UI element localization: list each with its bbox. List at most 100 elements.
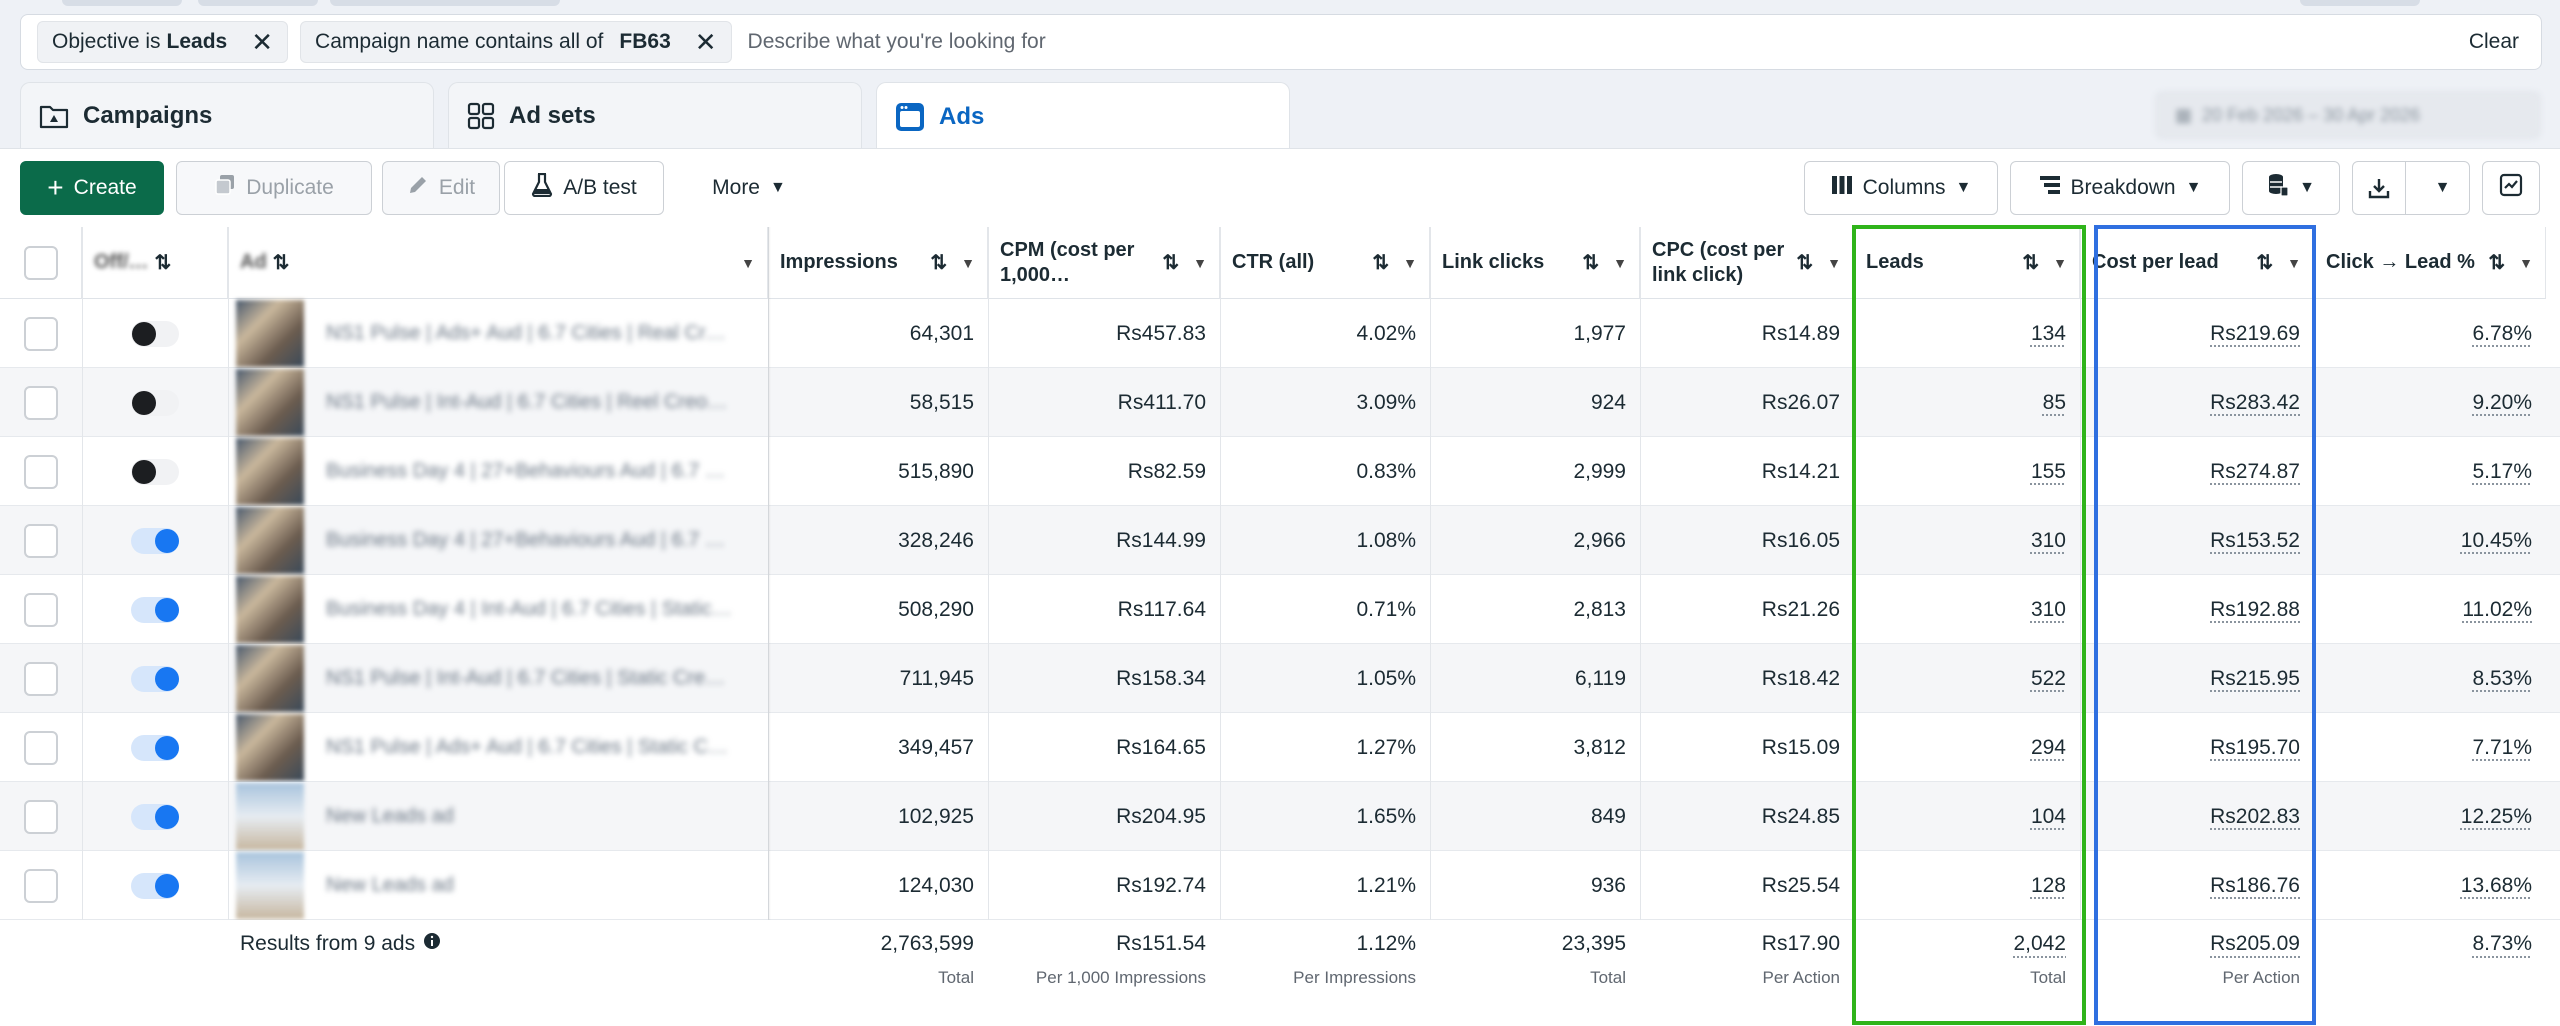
metric-value[interactable]: 11.02% <box>2462 597 2532 621</box>
cell-leads[interactable]: 294 <box>1854 713 2080 782</box>
cell-leads[interactable]: 134 <box>1854 299 2080 368</box>
close-icon[interactable]: ✕ <box>694 27 717 57</box>
metric-value[interactable]: 294 <box>2030 735 2066 759</box>
ad-name[interactable]: New Leads ad <box>326 874 454 896</box>
date-range-picker[interactable]: ▦ 20 Feb 2026 – 30 Apr 2026 <box>2156 92 2540 138</box>
metric-value[interactable]: Rs283.42 <box>2210 390 2300 414</box>
table-row[interactable]: New Leads ad 102,925 Rs204.95 1.65% 849 Rs24.… <box>0 782 2560 851</box>
metric-value[interactable]: 10.45% <box>2460 528 2532 552</box>
column-header-cpl[interactable]: Cost per lead ⇅ ▼ <box>2080 227 2314 299</box>
cell-off-on[interactable] <box>82 506 228 575</box>
metric-value[interactable]: Rs195.70 <box>2210 735 2300 759</box>
cell-leads[interactable]: 522 <box>1854 644 2080 713</box>
metric-value[interactable]: 9.20% <box>2472 390 2532 414</box>
ad-name[interactable]: Business Day 4 | 27+Behaviours Aud | 6.7… <box>326 529 725 551</box>
caret-down-icon[interactable]: ▼ <box>2434 179 2451 196</box>
sort-icon[interactable]: ⇅ <box>1162 252 1180 274</box>
cell-off-on[interactable] <box>82 782 228 851</box>
cell-click-lead[interactable]: 10.45% <box>2314 506 2546 575</box>
cell-off-on[interactable] <box>82 368 228 437</box>
on-off-toggle[interactable] <box>131 320 179 347</box>
metric-value[interactable]: 85 <box>2042 390 2066 414</box>
ad-name[interactable]: Business Day 4 | Int-Aud | 6.7 Cities | … <box>326 598 732 620</box>
ad-name[interactable]: NS1 Pulse | Int-Aud | 6.7 Cities | Reel … <box>326 391 728 413</box>
tab-campaigns[interactable]: Campaigns <box>20 82 434 148</box>
create-button[interactable]: + Create <box>20 161 164 215</box>
row-checkbox[interactable] <box>24 454 58 489</box>
cell-click-lead[interactable]: 8.53% <box>2314 644 2546 713</box>
reports-button[interactable]: ▼ <box>2242 161 2340 215</box>
column-header-click-lead[interactable]: Click → Lead % ⇅ ▼ <box>2314 227 2546 299</box>
cell-click-lead[interactable]: 11.02% <box>2314 575 2546 644</box>
ad-thumbnail[interactable] <box>236 576 304 643</box>
cell-cpl[interactable]: Rs215.95 <box>2080 644 2314 713</box>
on-off-toggle[interactable] <box>131 872 179 899</box>
metric-value[interactable]: Rs202.83 <box>2210 804 2300 828</box>
metric-value[interactable]: 7.71% <box>2472 735 2532 759</box>
table-row[interactable]: Business Day 4 | Int-Aud | 6.7 Cities | … <box>0 575 2560 644</box>
cell-cb[interactable] <box>0 713 82 782</box>
caret-down-icon[interactable]: ▼ <box>961 254 975 271</box>
table-row[interactable]: NS1 Pulse | Int-Aud | 6.7 Cities | Stati… <box>0 644 2560 713</box>
column-header-link-clicks[interactable]: Link clicks ⇅ ▼ <box>1430 227 1640 299</box>
metric-value[interactable]: 134 <box>2030 321 2066 345</box>
ad-thumbnail[interactable] <box>236 645 304 712</box>
cell-cpl[interactable]: Rs153.52 <box>2080 506 2314 575</box>
select-all-checkbox[interactable] <box>23 245 58 280</box>
ad-name[interactable]: NS1 Pulse | Ads+ Aud | 6.7 Cities | Real… <box>326 322 726 344</box>
column-header-off-on[interactable]: Off/… ⇅ <box>82 227 228 299</box>
cell-cpl[interactable]: Rs192.88 <box>2080 575 2314 644</box>
caret-down-icon[interactable]: ▼ <box>1827 254 1841 271</box>
metric-value[interactable]: 522 <box>2030 666 2066 690</box>
cell-cpl[interactable]: Rs202.83 <box>2080 782 2314 851</box>
table-row[interactable]: Business Day 4 | 27+Behaviours Aud | 6.7… <box>0 437 2560 506</box>
ad-thumbnail[interactable] <box>236 714 304 781</box>
tab-ad-sets[interactable]: Ad sets <box>448 82 862 148</box>
sort-icon[interactable]: ⇅ <box>2022 252 2040 274</box>
cell-leads[interactable]: 85 <box>1854 368 2080 437</box>
cell-cpl[interactable]: Rs274.87 <box>2080 437 2314 506</box>
metric-value[interactable]: 128 <box>2030 873 2066 897</box>
cell-leads[interactable]: 310 <box>1854 575 2080 644</box>
cell-cb[interactable] <box>0 506 82 575</box>
caret-down-icon[interactable]: ▼ <box>741 254 755 271</box>
cell-ad[interactable]: NS1 Pulse | Ads+ Aud | 6.7 Cities | Real… <box>228 299 768 368</box>
metric-value[interactable]: 12.25% <box>2460 804 2532 828</box>
metric-value[interactable]: Rs215.95 <box>2210 666 2300 690</box>
on-off-toggle[interactable] <box>131 803 179 830</box>
caret-down-icon[interactable]: ▼ <box>1193 254 1207 271</box>
cell-ad[interactable]: New Leads ad <box>228 851 768 920</box>
sort-icon[interactable]: ⇅ <box>1796 252 1814 274</box>
sort-icon[interactable]: ⇅ <box>154 252 172 274</box>
ad-thumbnail[interactable] <box>236 852 304 919</box>
metric-value[interactable]: Rs153.52 <box>2210 528 2300 552</box>
cell-leads[interactable]: 310 <box>1854 506 2080 575</box>
cell-cb[interactable] <box>0 368 82 437</box>
cell-cpl[interactable]: Rs186.76 <box>2080 851 2314 920</box>
cell-ad[interactable]: Business Day 4 | Int-Aud | 6.7 Cities | … <box>228 575 768 644</box>
column-header-impressions[interactable]: Impressions ⇅ ▼ <box>768 227 988 299</box>
metric-value[interactable]: 104 <box>2030 804 2066 828</box>
close-icon[interactable]: ✕ <box>251 27 274 57</box>
metric-value[interactable]: 5.17% <box>2472 459 2532 483</box>
caret-down-icon[interactable]: ▼ <box>1613 254 1627 271</box>
metric-value[interactable]: Rs186.76 <box>2210 873 2300 897</box>
cell-ad[interactable]: New Leads ad <box>228 782 768 851</box>
cell-ad[interactable]: Business Day 4 | 27+Behaviours Aud | 6.7… <box>228 437 768 506</box>
columns-button[interactable]: Columns ▼ <box>1804 161 1998 215</box>
cell-click-lead[interactable]: 7.71% <box>2314 713 2546 782</box>
on-off-toggle[interactable] <box>131 527 179 554</box>
metric-value[interactable]: 8.53% <box>2472 666 2532 690</box>
sort-icon[interactable]: ⇅ <box>1372 252 1390 274</box>
on-off-toggle[interactable] <box>131 665 179 692</box>
cell-off-on[interactable] <box>82 575 228 644</box>
caret-down-icon[interactable]: ▼ <box>2053 254 2067 271</box>
on-off-toggle[interactable] <box>131 734 179 761</box>
search-input[interactable]: Describe what you're looking for <box>747 30 1046 53</box>
download-icon[interactable] <box>2353 161 2407 215</box>
caret-down-icon[interactable]: ▼ <box>2519 254 2533 271</box>
cell-cb[interactable] <box>0 644 82 713</box>
cell-cb[interactable] <box>0 782 82 851</box>
export-button[interactable]: ▼ <box>2352 161 2470 215</box>
metric-value[interactable]: 310 <box>2030 528 2066 552</box>
